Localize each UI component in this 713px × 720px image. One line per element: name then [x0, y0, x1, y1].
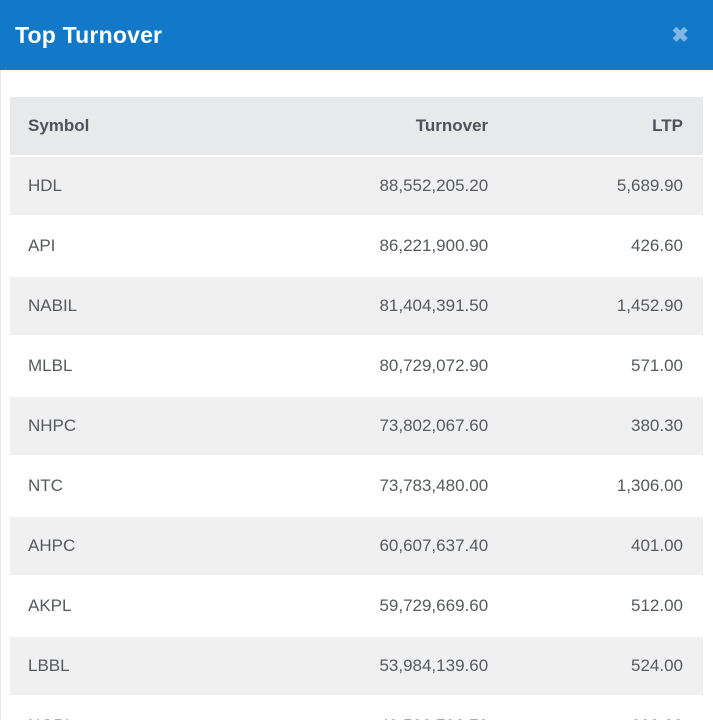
symbol-cell: NGPL [10, 696, 288, 720]
turnover-cell: 88,552,205.20 [287, 156, 489, 217]
turnover-cell: 60,607,637.40 [287, 516, 489, 577]
ltp-cell: 524.00 [488, 636, 703, 697]
symbol-cell: MLBL [10, 336, 288, 397]
table-row: MLBL 80,729,072.90 571.00 [10, 336, 703, 397]
top-turnover-table: Symbol Turnover LTP HDL 88,552,205.20 5,… [10, 97, 703, 720]
symbol-cell: NTC [10, 456, 288, 517]
turnover-cell: 59,729,669.60 [287, 576, 489, 637]
page-title: Top Turnover [15, 21, 163, 48]
table-row: NTC 73,783,480.00 1,306.00 [10, 456, 703, 517]
ltp-cell: 426.60 [488, 216, 703, 277]
table-header-row: Symbol Turnover LTP [10, 97, 703, 157]
ltp-cell: 571.00 [488, 336, 703, 397]
modal-header: Top Turnover ✖ [0, 0, 713, 70]
close-button[interactable]: ✖ [667, 21, 693, 50]
column-header-ltp: LTP [488, 97, 703, 157]
symbol-cell: NHPC [10, 396, 288, 457]
symbol-cell: LBBL [10, 636, 288, 697]
turnover-cell: 49,508,790.70 [287, 696, 489, 720]
symbol-cell: HDL [10, 156, 288, 217]
symbol-cell: AHPC [10, 516, 288, 577]
symbol-cell: AKPL [10, 576, 288, 637]
ltp-cell: 600.00 [488, 696, 703, 720]
table-row: API 86,221,900.90 426.60 [10, 216, 703, 277]
ltp-cell: 512.00 [488, 576, 703, 637]
table-row: HDL 88,552,205.20 5,689.90 [10, 156, 703, 217]
table-row: AKPL 59,729,669.60 512.00 [10, 576, 703, 637]
turnover-table-body: HDL 88,552,205.20 5,689.90 API 86,221,90… [10, 156, 703, 720]
close-icon: ✖ [671, 23, 689, 47]
symbol-cell: NABIL [10, 276, 288, 337]
table-row: NABIL 81,404,391.50 1,452.90 [10, 276, 703, 337]
turnover-cell: 86,221,900.90 [287, 216, 489, 277]
ltp-cell: 1,306.00 [488, 456, 703, 517]
table-row: LBBL 53,984,139.60 524.00 [10, 636, 703, 697]
symbol-cell: API [10, 216, 288, 277]
turnover-cell: 81,404,391.50 [287, 276, 489, 337]
table-row: NGPL 49,508,790.70 600.00 [10, 696, 703, 720]
ltp-cell: 380.30 [488, 396, 703, 457]
turnover-cell: 73,783,480.00 [287, 456, 489, 517]
ltp-cell: 1,452.90 [488, 276, 703, 337]
ltp-cell: 5,689.90 [488, 156, 703, 217]
turnover-cell: 73,802,067.60 [287, 396, 489, 457]
ltp-cell: 401.00 [488, 516, 703, 577]
turnover-cell: 80,729,072.90 [287, 336, 489, 397]
top-turnover-table-container: Symbol Turnover LTP HDL 88,552,205.20 5,… [10, 97, 703, 720]
column-header-symbol: Symbol [10, 97, 288, 157]
table-row: NHPC 73,802,067.60 380.30 [10, 396, 703, 457]
column-header-turnover: Turnover [287, 97, 489, 157]
turnover-cell: 53,984,139.60 [287, 636, 489, 697]
table-row: AHPC 60,607,637.40 401.00 [10, 516, 703, 577]
